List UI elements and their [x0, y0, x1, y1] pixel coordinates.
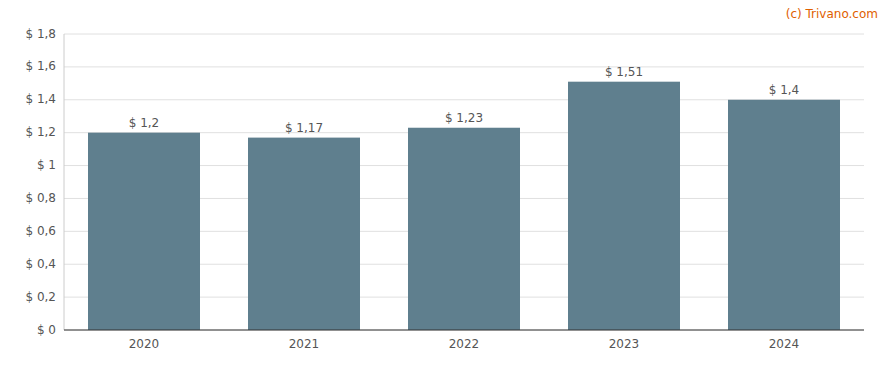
grid: [64, 34, 864, 330]
y-tick-label: $ 0,4: [25, 257, 56, 271]
x-tick-label: 2023: [609, 337, 640, 351]
grid-line: [64, 330, 864, 331]
chart-svg: $ 0 $ 0,2 $ 0,4 $ 0,6 $ 0,8 $ 1 $ 1,2 $ 1,4 $ 1,…: [0, 0, 888, 370]
y-axis-line: [64, 34, 65, 330]
x-tick-label: 2021: [289, 337, 320, 351]
bar: [408, 128, 520, 330]
chart-container: $ 0 $ 0,2 $ 0,4 $ 0,6 $ 0,8 $ 1 $ 1,2 $ 1,4 $ 1,…: [0, 0, 888, 370]
data-label: $ 1,23: [445, 111, 483, 125]
y-tick-label: $ 1,2: [25, 125, 56, 139]
y-tick-label: $ 1,4: [25, 92, 56, 106]
data-label: $ 1,4: [769, 83, 800, 97]
bars: [88, 82, 840, 330]
y-tick-label: $ 0,2: [25, 290, 56, 304]
bar: [728, 100, 840, 330]
data-label: $ 1,51: [605, 65, 643, 79]
y-tick-label: $ 1: [37, 158, 56, 172]
bar: [88, 133, 200, 330]
data-label: $ 1,2: [129, 116, 160, 130]
y-tick-label: $ 1,8: [25, 27, 56, 41]
x-tick-label: 2024: [769, 337, 800, 351]
watermark: (c) Trivano.com: [786, 7, 878, 21]
bar: [248, 138, 360, 330]
grid-line: [64, 34, 864, 35]
x-axis-line: [64, 330, 864, 331]
y-tick-label: $ 0: [37, 323, 56, 337]
bar: [568, 82, 680, 330]
y-tick-label: $ 0,6: [25, 224, 56, 238]
y-tick-label: $ 0,8: [25, 191, 56, 205]
y-tick-label: $ 1,6: [25, 59, 56, 73]
grid-line: [64, 66, 864, 67]
x-tick-label: 2022: [449, 337, 480, 351]
data-label: $ 1,17: [285, 121, 323, 135]
x-tick-label: 2020: [129, 337, 160, 351]
